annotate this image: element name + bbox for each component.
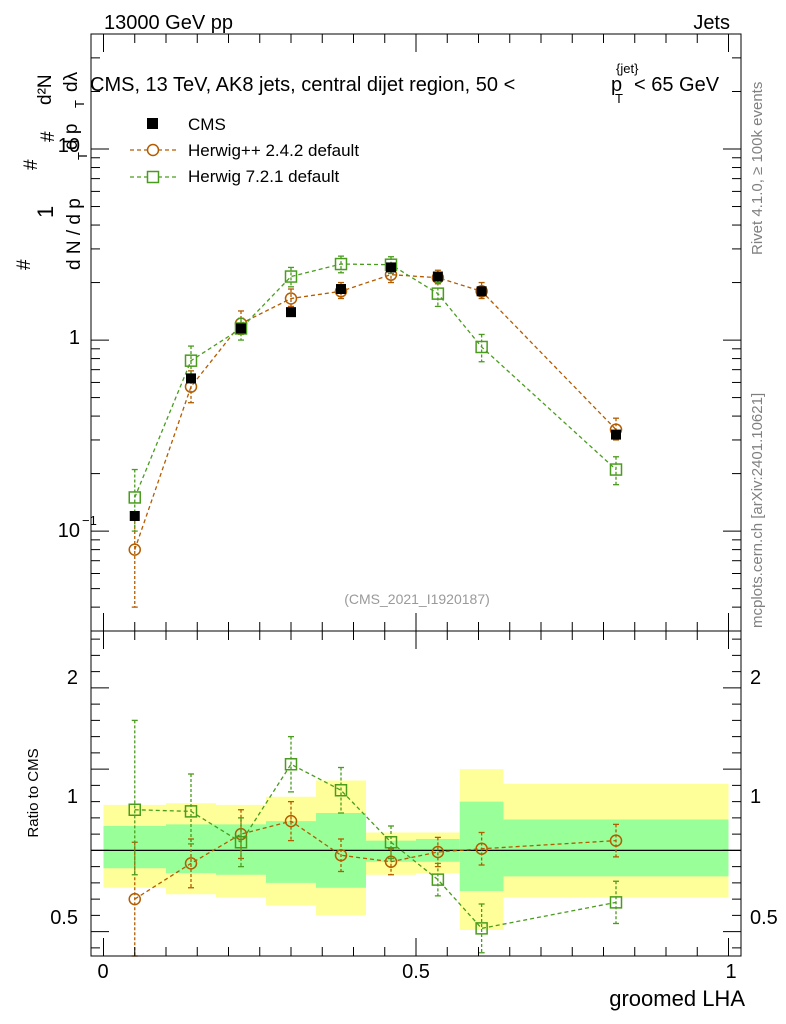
main-point-cms-3 bbox=[286, 307, 296, 318]
ratio-point-herwig-2-4-2-default-1 bbox=[184, 857, 198, 870]
ratio-ytick-label-2-left: 2 bbox=[67, 667, 78, 689]
title-suffix: < 65 GeV bbox=[634, 74, 720, 96]
main-point-cms-7 bbox=[476, 286, 487, 297]
ylabel-hash-1: # bbox=[14, 259, 35, 270]
main-point-herwig-7-2-1-default-8 bbox=[609, 463, 623, 476]
ratio-point-herwig-2-4-2-default-0 bbox=[128, 892, 141, 906]
legend-marker-herwigpp bbox=[146, 143, 160, 157]
main-line-herwig-7-2-1-default bbox=[134, 263, 617, 498]
ratio-point-herwig-7-2-1-default-5 bbox=[384, 836, 398, 849]
ratio-point-herwig-7-2-1-default-1 bbox=[184, 805, 198, 818]
main-ticks bbox=[91, 33, 741, 632]
ytick-label-1: 1 bbox=[69, 327, 80, 349]
ratio-inner-band-7 bbox=[459, 801, 504, 891]
ratio-point-herwig-2-4-2-default-6 bbox=[431, 845, 445, 859]
main-point-herwig-7-2-1-default-1 bbox=[184, 354, 198, 367]
main-point-cms-0 bbox=[129, 510, 140, 521]
ratio-inner-band-8 bbox=[503, 819, 729, 877]
xtick-label-0: 0 bbox=[97, 961, 108, 983]
main-point-herwig-7-2-1-default-3 bbox=[284, 270, 298, 283]
ratio-ticks bbox=[91, 631, 741, 956]
ratio-point-herwig-2-4-2-default-4 bbox=[334, 849, 348, 862]
ylabel-dpt-dlambda: d p bbox=[61, 124, 82, 150]
main-point-herwig-7-2-1-default-6 bbox=[431, 287, 445, 300]
xtick-label-1: 1 bbox=[725, 961, 736, 983]
ylabel-t-subscript-2: T bbox=[72, 100, 87, 108]
legend: CMS Herwig++ 2.4.2 default Herwig 7.2.1 … bbox=[130, 115, 359, 186]
rivet-version-label: Rivet 4.1.0, ≥ 100k events bbox=[749, 82, 766, 255]
legend-label-herwig7: Herwig 7.2.1 default bbox=[188, 167, 339, 186]
ratio-point-herwig-2-4-2-default-3 bbox=[284, 814, 298, 828]
legend-label-cms: CMS bbox=[188, 115, 226, 134]
main-point-herwig-7-2-1-default-2 bbox=[234, 322, 248, 335]
xtick-label-0.5: 0.5 bbox=[402, 961, 430, 983]
process-label: Jets bbox=[693, 12, 730, 34]
main-point-herwig-7-2-1-default-7 bbox=[475, 340, 488, 354]
title-subscript: T bbox=[615, 91, 623, 106]
title-prefix: CMS, 13 TeV, AK8 jets, central dijet reg… bbox=[90, 74, 515, 96]
main-point-cms-8 bbox=[611, 429, 621, 440]
energy-label: 13000 GeV pp bbox=[104, 12, 233, 34]
ratio-point-herwig-2-4-2-default-8 bbox=[609, 834, 623, 847]
ratio-ytick-label-0.5-right: 0.5 bbox=[750, 907, 778, 929]
ratio-point-herwig-7-2-1-default-3 bbox=[284, 758, 298, 771]
main-point-herwig-2-4-2-default-7 bbox=[475, 285, 488, 298]
title-p: p bbox=[611, 74, 622, 96]
main-panel: CMS, 13 TeV, AK8 jets, central dijet reg… bbox=[14, 33, 742, 632]
ratio-point-herwig-7-2-1-default-2 bbox=[234, 836, 248, 849]
ratio-ytick-label-0.5-left: 0.5 bbox=[50, 907, 78, 929]
ratio-point-herwig-7-2-1-default-0 bbox=[128, 803, 141, 816]
ratio-ytick-label-1-left: 1 bbox=[67, 786, 78, 808]
ratio-point-herwig-7-2-1-default-6 bbox=[431, 873, 445, 886]
main-point-cms-1 bbox=[186, 373, 196, 384]
main-point-herwig-2-4-2-default-0 bbox=[128, 543, 141, 556]
main-data-marks bbox=[128, 255, 623, 608]
main-ylabel: # 1 d N / d p T # d²N d p T dλ # bbox=[14, 71, 90, 270]
ratio-uncertainty-bands bbox=[103, 769, 729, 930]
ratio-point-herwig-7-2-1-default-7 bbox=[475, 922, 488, 935]
ratio-inner-band-3 bbox=[266, 821, 316, 883]
ytick-label-0.1: 10 bbox=[58, 520, 80, 542]
main-point-herwig-7-2-1-default-0 bbox=[128, 491, 141, 504]
ylabel-hash-3: # bbox=[38, 131, 59, 142]
ytick-label-0.1-exponent: −1 bbox=[82, 513, 97, 528]
ylabel-dn-dpt: d N / d p bbox=[64, 198, 85, 270]
main-point-herwig-7-2-1-default-4 bbox=[334, 257, 348, 271]
ratio-ytick-label-2-right: 2 bbox=[750, 667, 761, 689]
main-title: CMS, 13 TeV, AK8 jets, central dijet reg… bbox=[90, 74, 515, 96]
legend-marker-herwig7 bbox=[146, 170, 160, 184]
xaxis-label: groomed LHA bbox=[609, 986, 745, 1011]
ylabel-d2n: d²N bbox=[35, 74, 56, 105]
ylabel-hash-2: # bbox=[21, 159, 42, 170]
ylabel-dlambda: dλ bbox=[61, 71, 82, 92]
ratio-point-herwig-7-2-1-default-8 bbox=[609, 896, 623, 909]
title-superscript: {jet} bbox=[616, 61, 639, 76]
ratio-data-marks bbox=[128, 719, 623, 957]
main-point-herwig-2-4-2-default-3 bbox=[284, 292, 298, 305]
ratio-point-herwig-2-4-2-default-7 bbox=[475, 842, 488, 855]
ytick-label-10: 10 bbox=[58, 135, 80, 157]
ratio-panel: Ratio to CMS 2 1 0.5 2 1 0.5 0 0.5 1 gro… bbox=[25, 630, 778, 1011]
analysis-id-watermark: (CMS_2021_I1920187) bbox=[344, 591, 490, 607]
ratio-ytick-label-1-right: 1 bbox=[750, 786, 761, 808]
ratio-line-herwig-2-4-2-default bbox=[134, 820, 617, 900]
main-point-cms-2 bbox=[236, 323, 246, 334]
ylabel-t-subscript-1: T bbox=[75, 152, 90, 160]
ratio-ylabel: Ratio to CMS bbox=[25, 748, 42, 837]
mcplots-label: mcplots.cern.ch [arXiv:2401.10621] bbox=[749, 393, 766, 628]
main-point-cms-6 bbox=[432, 271, 443, 282]
legend-marker-cms bbox=[147, 118, 158, 129]
ylabel-one: 1 bbox=[33, 206, 58, 218]
legend-label-herwigpp: Herwig++ 2.4.2 default bbox=[188, 141, 359, 160]
main-line-herwig-2-4-2-default bbox=[134, 273, 617, 550]
main-point-cms-5 bbox=[386, 262, 396, 273]
main-point-cms-4 bbox=[336, 284, 346, 295]
ratio-point-herwig-7-2-1-default-4 bbox=[334, 784, 348, 797]
